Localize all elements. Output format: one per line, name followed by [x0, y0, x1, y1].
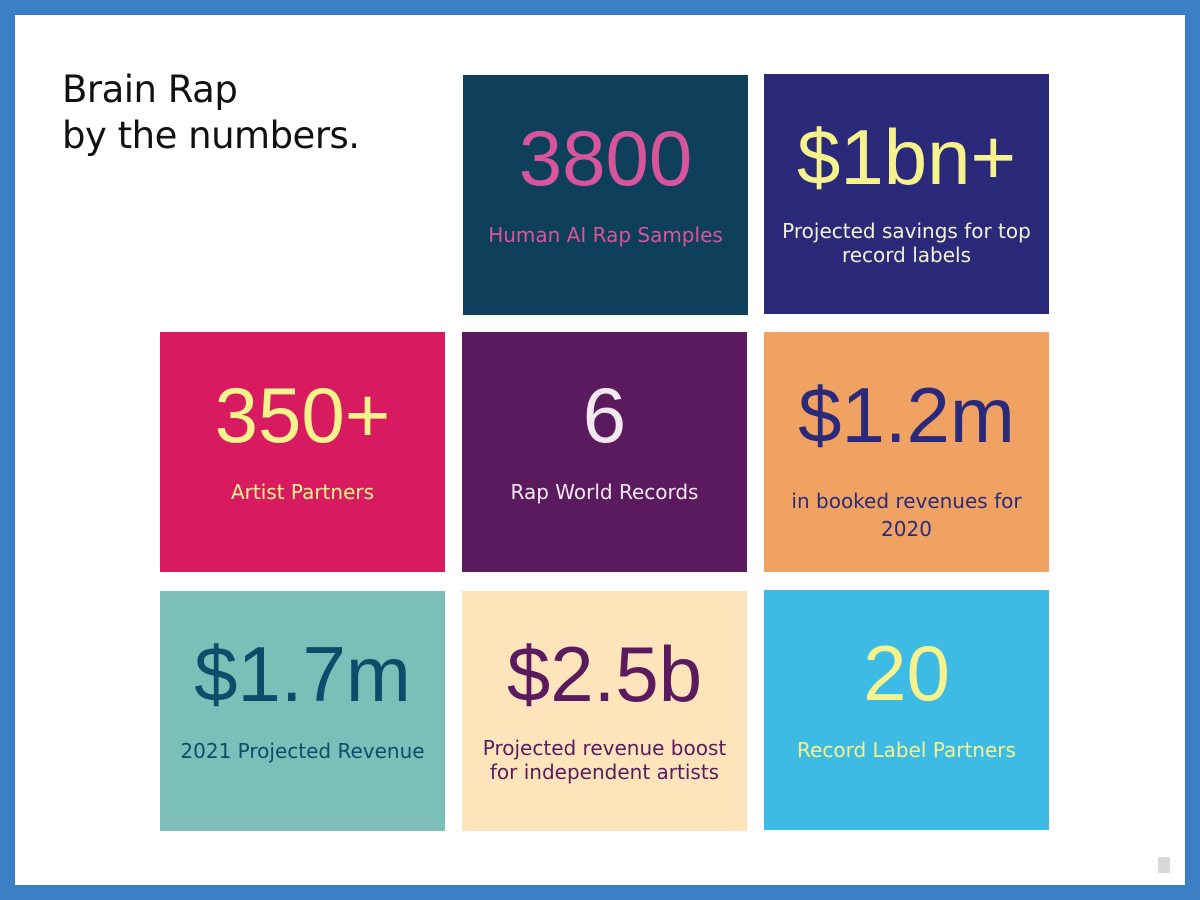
stat-label-line: Human AI Rap Samples: [488, 223, 723, 247]
stat-label-line: Projected revenue boost: [482, 736, 727, 760]
title: Brain Rap by the numbers.: [62, 67, 360, 159]
stat-tile: 20 Record Label Partners: [764, 590, 1049, 830]
stat-label-line: Rap World Records: [510, 480, 699, 504]
title-line: by the numbers.: [62, 114, 360, 157]
stat-label: Artist Partners: [160, 480, 445, 504]
logo-icon: [1158, 857, 1170, 873]
stat-value: $1.2m: [798, 371, 1015, 459]
stat-tile: 350+ Artist Partners: [160, 332, 445, 572]
stat-value: 6: [582, 371, 627, 459]
stat-label: Human AI Rap Samples: [463, 223, 748, 247]
stat-value: 3800: [518, 114, 693, 202]
stat-tile: 6 Rap World Records: [462, 332, 747, 572]
stat-label-line: Projected savings for top: [782, 219, 1031, 243]
stat-label-line: for independent artists: [489, 760, 720, 784]
stat-tile: $2.5b Projected revenue boost for independ…: [462, 591, 747, 831]
stat-tile: $1bn+ Projected savings for top record lab…: [764, 74, 1049, 314]
stat-value: 20: [863, 629, 950, 717]
stat-label: Projected savings for top record labels: [764, 219, 1049, 267]
stat-value: $1.7m: [194, 630, 411, 718]
stat-label: in booked revenues for 2020: [764, 487, 1049, 543]
stat-label-line: Record Label Partners: [797, 738, 1016, 762]
stat-label: Record Label Partners: [764, 738, 1049, 762]
title-line: Brain Rap: [62, 68, 238, 111]
stat-label: Rap World Records: [462, 480, 747, 504]
stat-label-line: 2020: [881, 517, 932, 541]
stat-value: 350+: [214, 371, 391, 459]
stat-value: $2.5b: [506, 630, 703, 718]
stat-value: $1bn+: [796, 113, 1017, 201]
stat-label: Projected revenue boost for independent a…: [462, 736, 747, 784]
stat-tile: $1.2m in booked revenues for 2020: [764, 332, 1049, 572]
stat-label-line: 2021 Projected Revenue: [180, 739, 425, 763]
stat-label: 2021 Projected Revenue: [160, 739, 445, 763]
stat-label-line: Artist Partners: [230, 480, 375, 504]
stat-tile: $1.7m 2021 Projected Revenue: [160, 591, 445, 831]
stat-label-line: in booked revenues for: [791, 489, 1022, 513]
stat-tile: 3800 Human AI Rap Samples: [463, 75, 748, 315]
stat-label-line: record labels: [841, 243, 972, 267]
